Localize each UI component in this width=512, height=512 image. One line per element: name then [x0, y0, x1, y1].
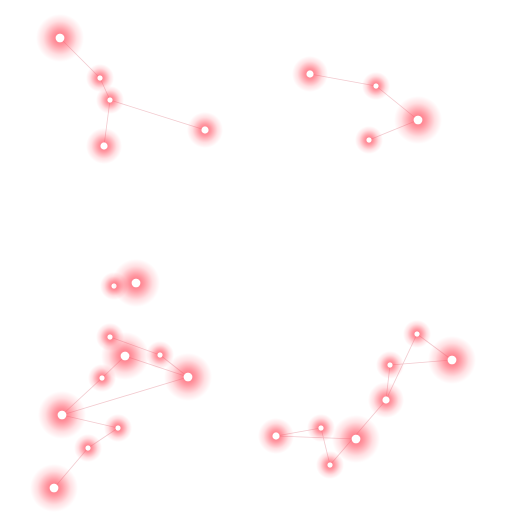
- star-core: [327, 462, 333, 468]
- star-core: [382, 396, 390, 404]
- star-ll-7[interactable]: [164, 353, 212, 401]
- star-lr-3[interactable]: [307, 414, 335, 442]
- star-core: [99, 375, 105, 381]
- star-lr-6[interactable]: [376, 351, 404, 379]
- star-extra-2[interactable]: [112, 259, 160, 307]
- star-core: [272, 432, 280, 440]
- star-core: [49, 483, 59, 493]
- star-lr-2[interactable]: [332, 415, 380, 463]
- star-core: [447, 355, 457, 365]
- star-core: [318, 425, 324, 431]
- star-ll-1[interactable]: [30, 464, 78, 512]
- star-ul-1[interactable]: [36, 14, 84, 62]
- star-core: [57, 410, 67, 420]
- star-ur-3[interactable]: [394, 96, 442, 144]
- star-core: [115, 425, 121, 431]
- star-core: [157, 352, 163, 358]
- star-core: [201, 126, 209, 134]
- star-core: [100, 142, 108, 150]
- star-ll-3[interactable]: [104, 414, 132, 442]
- star-ll-2[interactable]: [74, 434, 102, 462]
- star-ur-1[interactable]: [292, 56, 328, 92]
- star-core: [107, 97, 113, 103]
- star-ul-5[interactable]: [187, 112, 223, 148]
- star-ul-2[interactable]: [86, 64, 114, 92]
- star-core: [120, 351, 130, 361]
- star-ur-4[interactable]: [355, 126, 383, 154]
- star-core: [183, 372, 193, 382]
- constellation-stars: [30, 14, 476, 512]
- star-core: [351, 434, 361, 444]
- star-core: [366, 137, 372, 143]
- star-lr-8[interactable]: [403, 320, 431, 348]
- star-ll-8[interactable]: [146, 341, 174, 369]
- star-ul-4[interactable]: [86, 128, 122, 164]
- star-ll-4[interactable]: [38, 391, 86, 439]
- star-core: [55, 33, 65, 43]
- star-ll-9[interactable]: [96, 323, 124, 351]
- star-core: [373, 83, 379, 89]
- star-ul-3[interactable]: [96, 86, 124, 114]
- star-lr-7[interactable]: [428, 336, 476, 384]
- star-lr-1[interactable]: [258, 418, 294, 454]
- star-core: [97, 75, 103, 81]
- star-core: [85, 445, 91, 451]
- star-core: [413, 115, 423, 125]
- star-lr-4[interactable]: [316, 451, 344, 479]
- star-lr-5[interactable]: [368, 382, 404, 418]
- star-ur-2[interactable]: [362, 72, 390, 100]
- star-core: [131, 278, 141, 288]
- star-core: [107, 334, 113, 340]
- star-core: [414, 331, 420, 337]
- star-core: [387, 362, 393, 368]
- star-core: [306, 70, 314, 78]
